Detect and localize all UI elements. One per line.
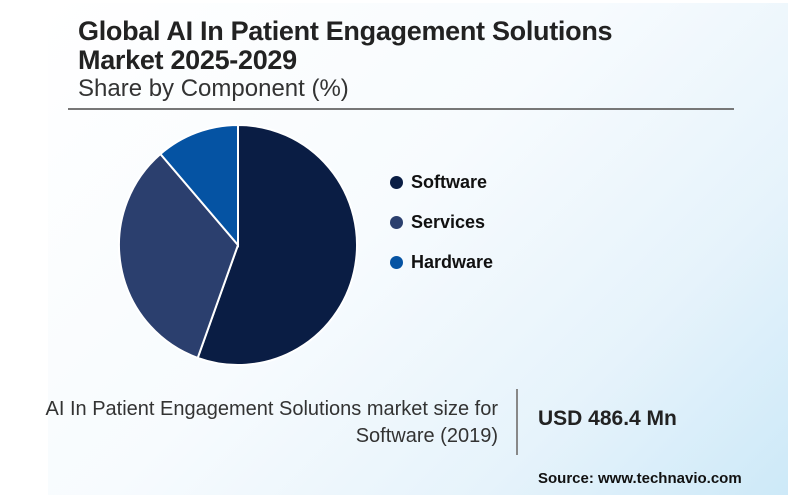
vertical-divider	[516, 389, 518, 455]
pie-slice-services	[118, 152, 240, 360]
legend-dot-icon	[390, 175, 403, 189]
legend-label: Hardware	[411, 251, 494, 272]
description-line-1: AI In Patient Engagement Solutions marke…	[45, 398, 498, 420]
legend-item-software: Software	[390, 172, 493, 192]
legend: Software Services Hardware	[390, 172, 493, 292]
legend-item-services: Services	[390, 212, 493, 232]
source-credit: Source: www.technavio.com	[538, 470, 742, 487]
market-size-value: USD 486.4 Mn	[538, 407, 677, 430]
description-line-2: Software (2019)	[355, 425, 498, 447]
legend-dot-icon	[390, 215, 403, 229]
title-line-2: Market 2025-2029	[78, 45, 297, 75]
pie-chart	[118, 123, 358, 366]
pie-slice-software	[196, 123, 358, 366]
market-size-description: AI In Patient Engagement Solutions marke…	[0, 396, 498, 450]
title-line-1: Global AI In Patient Engagement Solution…	[78, 16, 613, 46]
legend-label: Software	[411, 171, 488, 192]
legend-label: Services	[411, 211, 486, 232]
legend-item-hardware: Hardware	[390, 252, 493, 272]
legend-dot-icon	[390, 255, 403, 269]
chart-subtitle: Share by Component (%)	[78, 75, 349, 102]
pie-slice-hardware	[159, 123, 239, 248]
chart-title: Global AI In Patient Engagement Solution…	[78, 16, 613, 75]
divider	[68, 108, 734, 110]
